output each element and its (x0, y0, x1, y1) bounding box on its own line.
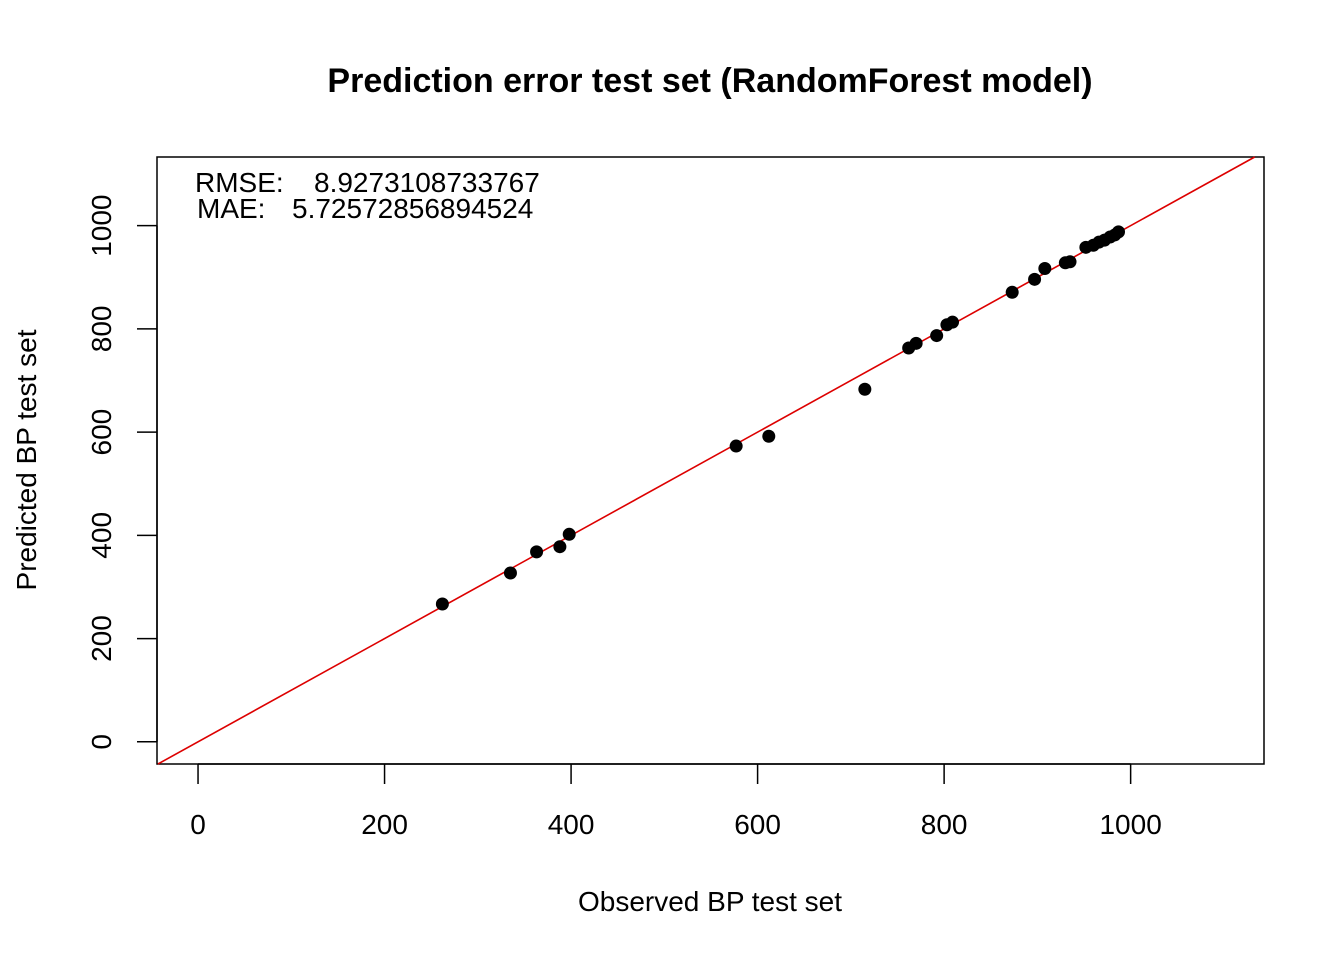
data-point (1005, 285, 1019, 299)
rmse-value: 8.9273108733767 (314, 167, 540, 198)
x-tick-label: 200 (361, 809, 408, 840)
y-tick-label: 200 (86, 615, 117, 662)
y-tick-label: 0 (86, 734, 117, 750)
rmse-label: RMSE: (195, 167, 284, 198)
mae-value: 5.72572856894524 (292, 193, 533, 224)
chart-title: Prediction error test set (RandomForest … (327, 62, 1092, 100)
data-point (930, 329, 944, 343)
x-axis: 0 200 400 600 800 1000 (190, 763, 1162, 840)
y-tick-label: 600 (86, 409, 117, 456)
y-tick-label: 800 (86, 306, 117, 353)
x-tick-label: 1000 (1099, 809, 1161, 840)
data-point (1063, 255, 1077, 269)
x-axis-title: Observed BP test set (578, 886, 842, 917)
data-point (1028, 272, 1042, 286)
data-point (909, 336, 923, 350)
x-tick-label: 800 (921, 809, 968, 840)
data-point (858, 382, 872, 396)
data-points (435, 225, 1126, 611)
data-point (1112, 225, 1126, 239)
x-tick-label: 0 (190, 809, 206, 840)
data-point (1038, 261, 1052, 275)
data-point (435, 597, 449, 611)
y-axis: 0 200 400 600 800 1000 (86, 195, 158, 750)
x-tick-label: 600 (734, 809, 781, 840)
y-tick-label: 400 (86, 512, 117, 559)
y-axis-title: Predicted BP test set (11, 329, 42, 590)
data-point (530, 545, 544, 559)
data-point (562, 527, 576, 541)
y-tick-label: 1000 (86, 195, 117, 257)
data-point (503, 566, 517, 580)
data-point (946, 315, 960, 329)
data-point (729, 439, 743, 453)
data-point (553, 540, 567, 554)
mae-label: MAE: (197, 193, 265, 224)
x-tick-label: 400 (548, 809, 595, 840)
data-point (762, 429, 776, 443)
